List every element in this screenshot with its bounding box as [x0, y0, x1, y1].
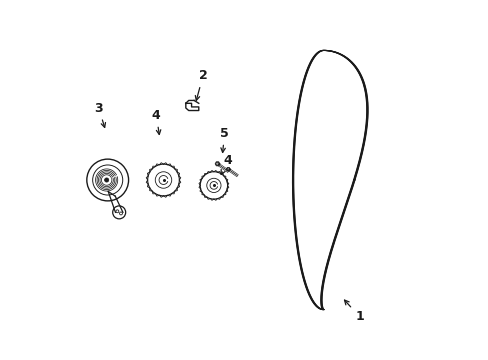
- Text: 1: 1: [344, 300, 364, 323]
- Text: 3: 3: [94, 102, 105, 127]
- Circle shape: [104, 178, 108, 182]
- Text: 4: 4: [221, 154, 232, 175]
- Text: 4: 4: [152, 109, 161, 135]
- Text: 5: 5: [220, 127, 228, 152]
- Text: 2: 2: [195, 69, 207, 100]
